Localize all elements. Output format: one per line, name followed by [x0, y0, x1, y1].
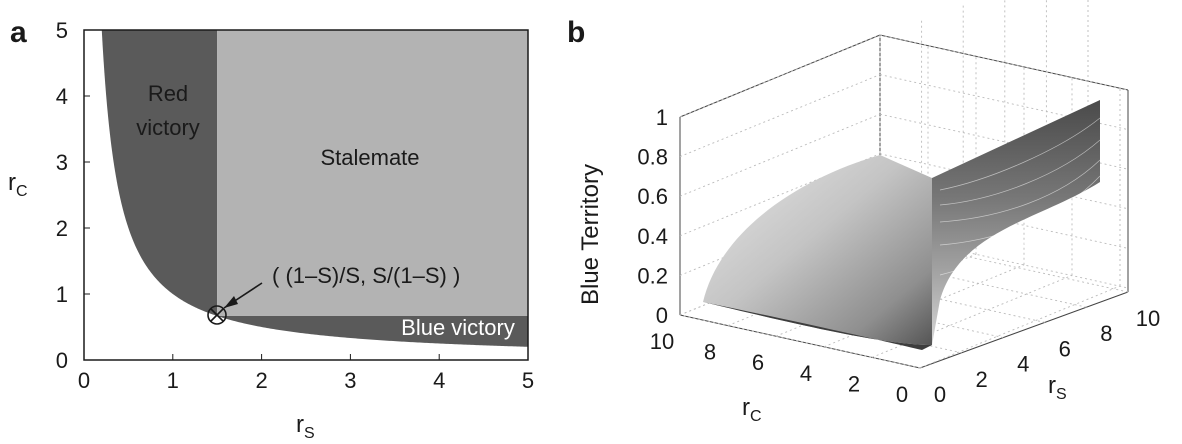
- rs-tick-label-b: 2: [975, 367, 987, 392]
- rs-tick-label-b: 0: [934, 382, 946, 407]
- y-tick-label-a: 2: [56, 216, 68, 241]
- z-axis-label-b: Blue Territory: [577, 164, 604, 305]
- region-label-red-line1: Red: [148, 81, 188, 106]
- rs-axis-label-b: rS: [1048, 372, 1067, 403]
- rc-tick-label-b: 10: [650, 329, 674, 354]
- y-tick-label-a: 5: [56, 18, 68, 43]
- stalemate-region: [217, 30, 528, 316]
- surface-plot: 0 0.2 0.4 0.6 0.8 1 10 8 6 4 2 0 0 2 4 6 8 10 Blue Territ…: [577, 0, 1160, 425]
- tick-group-b: 0 0.2 0.4 0.6 0.8 1 10 8 6 4 2 0 0 2 4 6 8 10: [637, 105, 1160, 407]
- y-tick-label-a: 0: [56, 348, 68, 373]
- x-tick-label-a: 0: [78, 368, 90, 393]
- annotation-arrowhead: [224, 296, 238, 308]
- region-label-stalemate: Stalemate: [320, 145, 419, 170]
- y-axis-label-a: rC: [8, 169, 28, 200]
- region-label-blue: Blue victory: [401, 315, 515, 340]
- z-tick-label-b: 1: [656, 105, 668, 130]
- rc-tick-label-b: 0: [896, 382, 908, 407]
- x-tick-label-a: 2: [255, 368, 267, 393]
- z-tick-label-b: 0.4: [637, 224, 668, 249]
- x-axis-label-a: rS: [296, 411, 315, 442]
- region-plot: 0 1 2 3 4 5 0 1 2 3 4 5 Red victory Stalemate Blue …: [8, 18, 534, 442]
- red-victory-region: [101, 30, 218, 316]
- y-tick-label-a: 3: [56, 150, 68, 175]
- rs-tick-label-b: 6: [1059, 336, 1071, 361]
- y-tick-label-a: 1: [56, 282, 68, 307]
- x-tick-label-a: 1: [167, 368, 179, 393]
- rs-tick-label-b: 4: [1017, 352, 1029, 377]
- z-tick-label-b: 0.2: [637, 263, 668, 288]
- plot-frame-a: [83, 29, 529, 361]
- x-tick-label-a: 3: [344, 368, 356, 393]
- critical-point-marker: [207, 305, 227, 325]
- surface-contours: [939, 117, 1101, 276]
- z-tick-label-b: 0.6: [637, 184, 668, 209]
- panel-label-a: a: [10, 16, 27, 49]
- surface-edge: [703, 302, 932, 350]
- surface-wall: [932, 100, 1100, 345]
- rc-tick-label-b: 6: [752, 350, 764, 375]
- rc-tick-label-b: 8: [704, 340, 716, 365]
- z-tick-label-b: 0.8: [637, 145, 668, 170]
- blue-victory-region: [217, 315, 528, 347]
- y-tick-label-a: 4: [56, 84, 68, 109]
- panel-label-b: b: [567, 16, 585, 49]
- surface-slope: [703, 155, 932, 345]
- z-tick-label-b: 0: [656, 303, 668, 328]
- x-tick-label-a: 4: [433, 368, 445, 393]
- x-tick-label-a: 5: [522, 368, 534, 393]
- rs-tick-label-b: 10: [1136, 306, 1160, 331]
- rs-tick-label-b: 8: [1100, 321, 1112, 346]
- point-annotation: ( (1–S)/S, S/(1–S) ): [272, 263, 460, 288]
- rc-tick-label-b: 2: [848, 371, 860, 396]
- rc-axis-label-b: rC: [742, 394, 762, 425]
- tick-group-a: 0 1 2 3 4 5 0 1 2 3 4 5: [56, 18, 534, 393]
- rc-tick-label-b: 4: [800, 361, 812, 386]
- region-label-red-line2: victory: [136, 115, 200, 140]
